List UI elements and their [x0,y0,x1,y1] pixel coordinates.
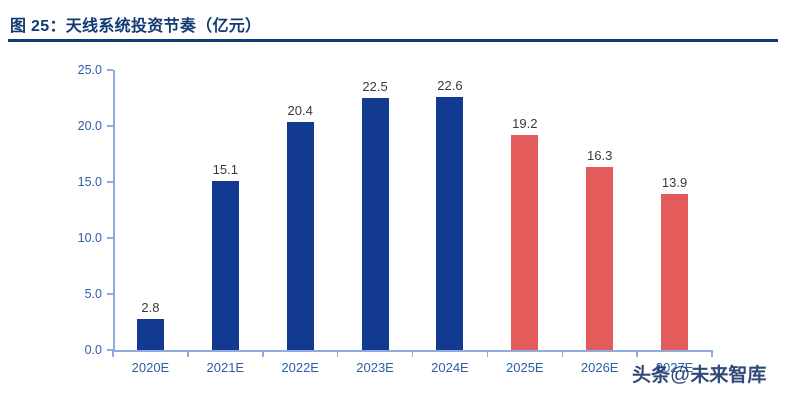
y-axis-tick-label: 15.0 [77,175,102,189]
bar-2026E[interactable] [586,167,614,350]
x-axis-label-2022E: 2022E [281,360,319,375]
bar-2027E[interactable] [661,194,689,350]
x-axis-tick [561,351,563,357]
x-axis-label-2026E: 2026E [580,360,619,375]
x-axis-tick [636,351,638,357]
page-title: 图 25：天线系统投资节奏（亿元） [10,18,262,35]
watermark-source: 未来智库 [690,365,767,386]
watermark-prefix: 头条 [632,365,671,386]
x-axis-label-2023E: 2023E [356,360,394,375]
y-axis-tick [107,349,113,351]
bar-value-label: 15.1 [212,161,238,177]
y-axis-tick [107,293,113,295]
y-axis-tick-label: 25.0 [77,63,102,77]
y-axis-tick-label: 0.0 [84,343,102,357]
figure-header: 图 25：天线系统投资节奏（亿元） [0,0,790,44]
watermark: 头条@未来智库 [632,360,766,387]
y-axis-tick [107,237,113,239]
bar-value-label: 19.2 [512,115,538,131]
y-axis-tick-label: 20.0 [77,119,102,133]
x-axis-label-2020E: 2020E [131,360,170,375]
x-axis-label-2024E: 2024E [431,360,469,375]
bar-value-label: 13.9 [661,175,688,191]
y-axis-tick-label: 10.0 [77,231,102,245]
x-axis-tick [411,351,414,357]
watermark-at-icon: @ [670,364,691,386]
bar-2020E[interactable] [136,318,164,350]
plot-area: 2.8 15.1 20.4 22.5 22.6 19.2 16.3 13.9 [113,70,712,350]
x-axis-tick [262,351,264,357]
bar-2023E[interactable] [361,98,389,350]
bar-value-label: 22.6 [437,77,463,93]
x-axis-label-2021E: 2021E [206,360,245,375]
y-axis-line [113,70,115,351]
x-axis-tick [486,351,489,357]
bar-2022E[interactable] [286,121,314,350]
bar-value-label: 20.4 [287,102,313,118]
bar-2024E[interactable] [436,96,464,350]
x-axis-tick [336,351,339,357]
x-axis-line [113,350,713,352]
bar-2025E[interactable] [511,134,539,350]
y-axis-tick [107,69,113,71]
x-axis-tick [711,351,713,357]
x-axis-tick [187,351,189,357]
bar-2021E[interactable] [211,180,239,350]
bar-value-label: 2.8 [141,299,160,315]
title-underline-rule [8,39,778,42]
x-axis-tick [112,351,114,357]
y-axis-tick [107,181,113,183]
x-axis-label-2027E: 2027E [655,360,694,375]
y-axis-tick [107,125,113,127]
y-axis-tick-label: 5.0 [84,287,102,301]
x-axis-label-2025E: 2025E [506,360,544,375]
bar-value-label: 22.5 [362,79,388,94]
bar-chart: 25.0 20.0 15.0 10.0 5.0 0.0 2.8 15.1 20.4 22.5 22… [0,44,790,401]
bar-value-label: 16.3 [587,148,613,164]
